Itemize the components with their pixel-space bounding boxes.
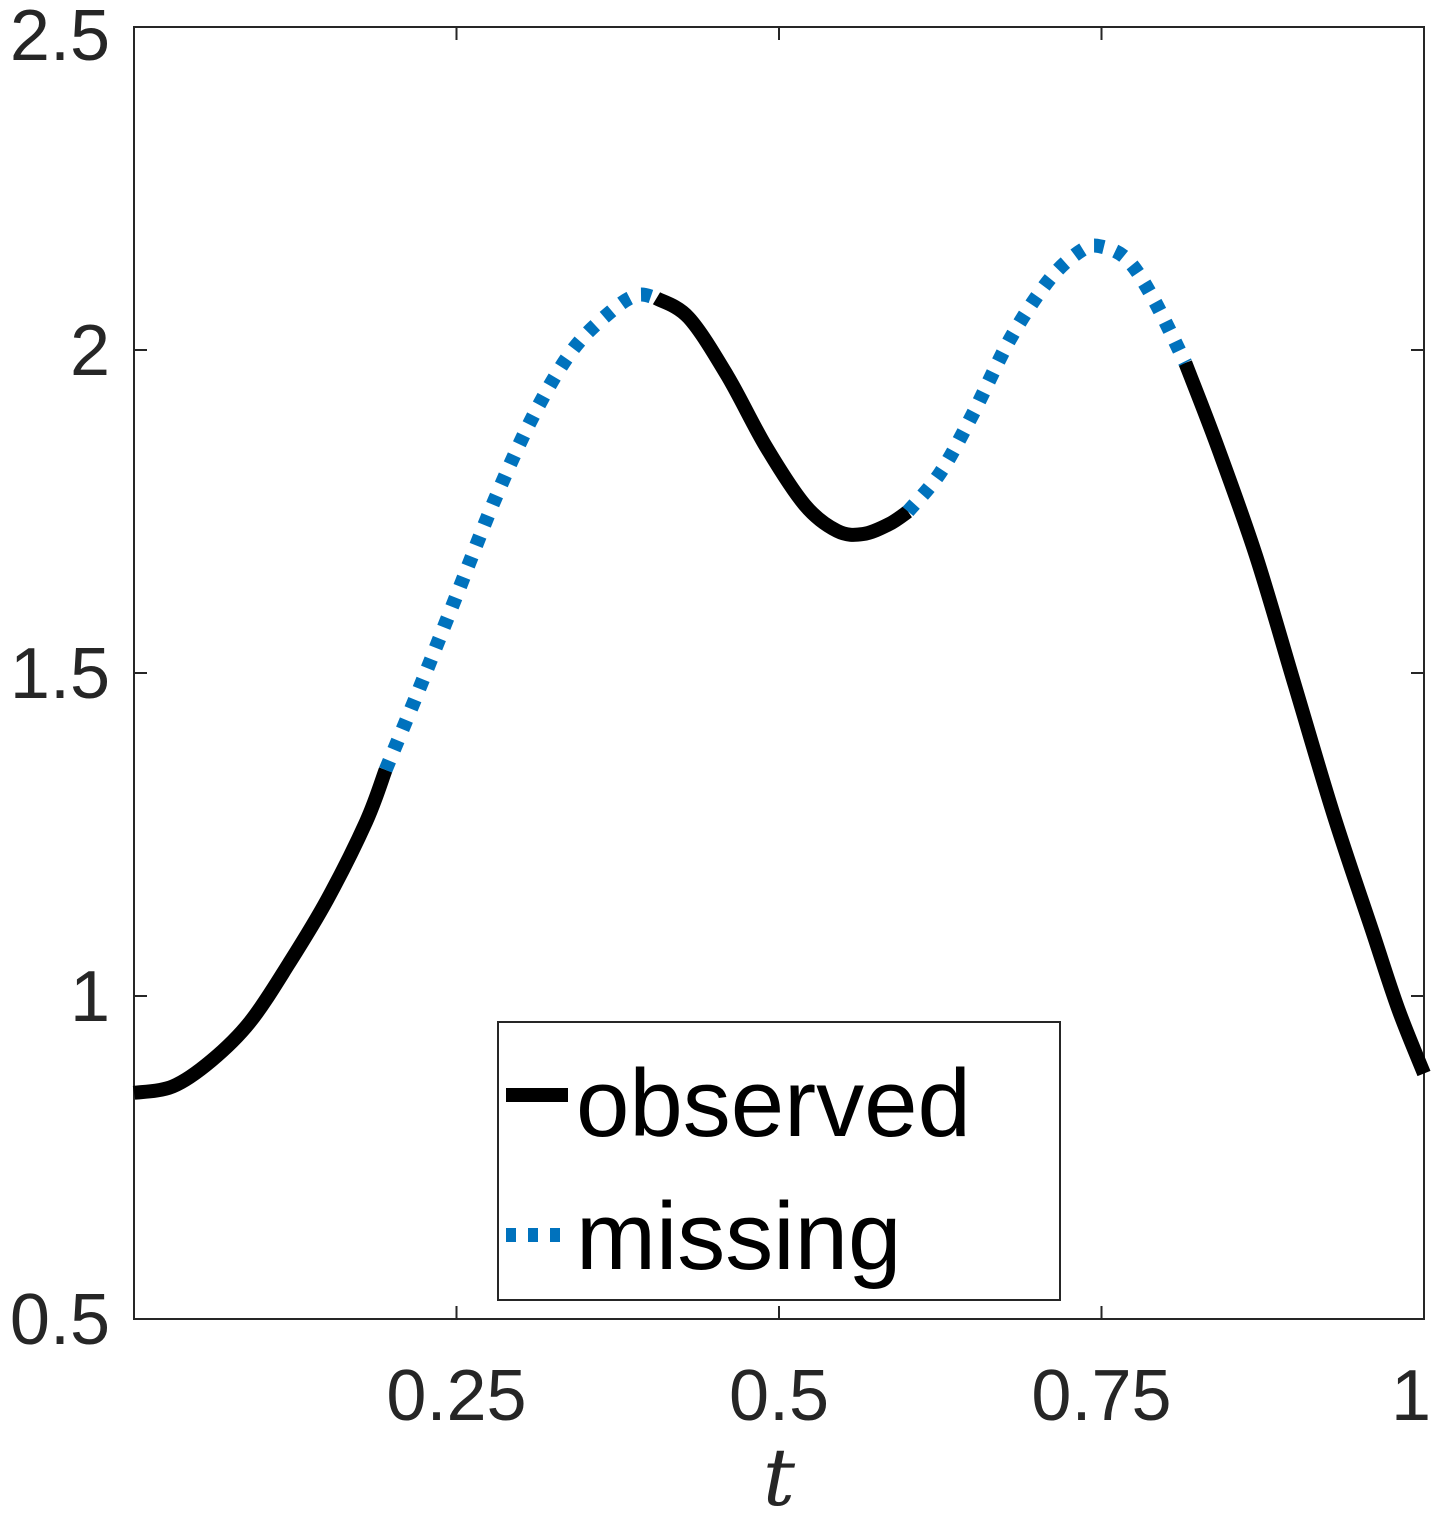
series-observed-segment-2 <box>652 292 913 542</box>
y-tick-label: 2 <box>70 311 110 391</box>
series-observed-segment-1 <box>132 767 393 1100</box>
axis-ticks: 0.25 0.5 0.75 1 0.5 1 1.5 2 2.5 <box>10 0 1431 1436</box>
x-tick-label: 0.25 <box>386 1356 526 1436</box>
y-tick-label: 2.5 <box>10 0 110 76</box>
legend-label-observed: observed <box>576 1050 971 1157</box>
y-tick-label: 1 <box>70 957 110 1037</box>
y-tick-label: 1.5 <box>10 634 110 714</box>
x-tick-label: 1 <box>1391 1356 1431 1436</box>
series-layer <box>132 238 1431 1100</box>
x-tick-label: 0.5 <box>729 1356 829 1436</box>
x-tick-label: 0.75 <box>1031 1356 1171 1436</box>
legend-label-missing: missing <box>576 1183 901 1290</box>
series-observed-segment-3 <box>1178 360 1431 1077</box>
series-missing-segment-2 <box>902 238 1192 517</box>
series-missing-segment-1 <box>379 287 659 773</box>
y-tick-label: 0.5 <box>10 1280 110 1360</box>
legend-box <box>497 1021 1061 1301</box>
x-axis-title: t <box>763 1431 796 1519</box>
legend: observed missing <box>497 1021 1061 1301</box>
